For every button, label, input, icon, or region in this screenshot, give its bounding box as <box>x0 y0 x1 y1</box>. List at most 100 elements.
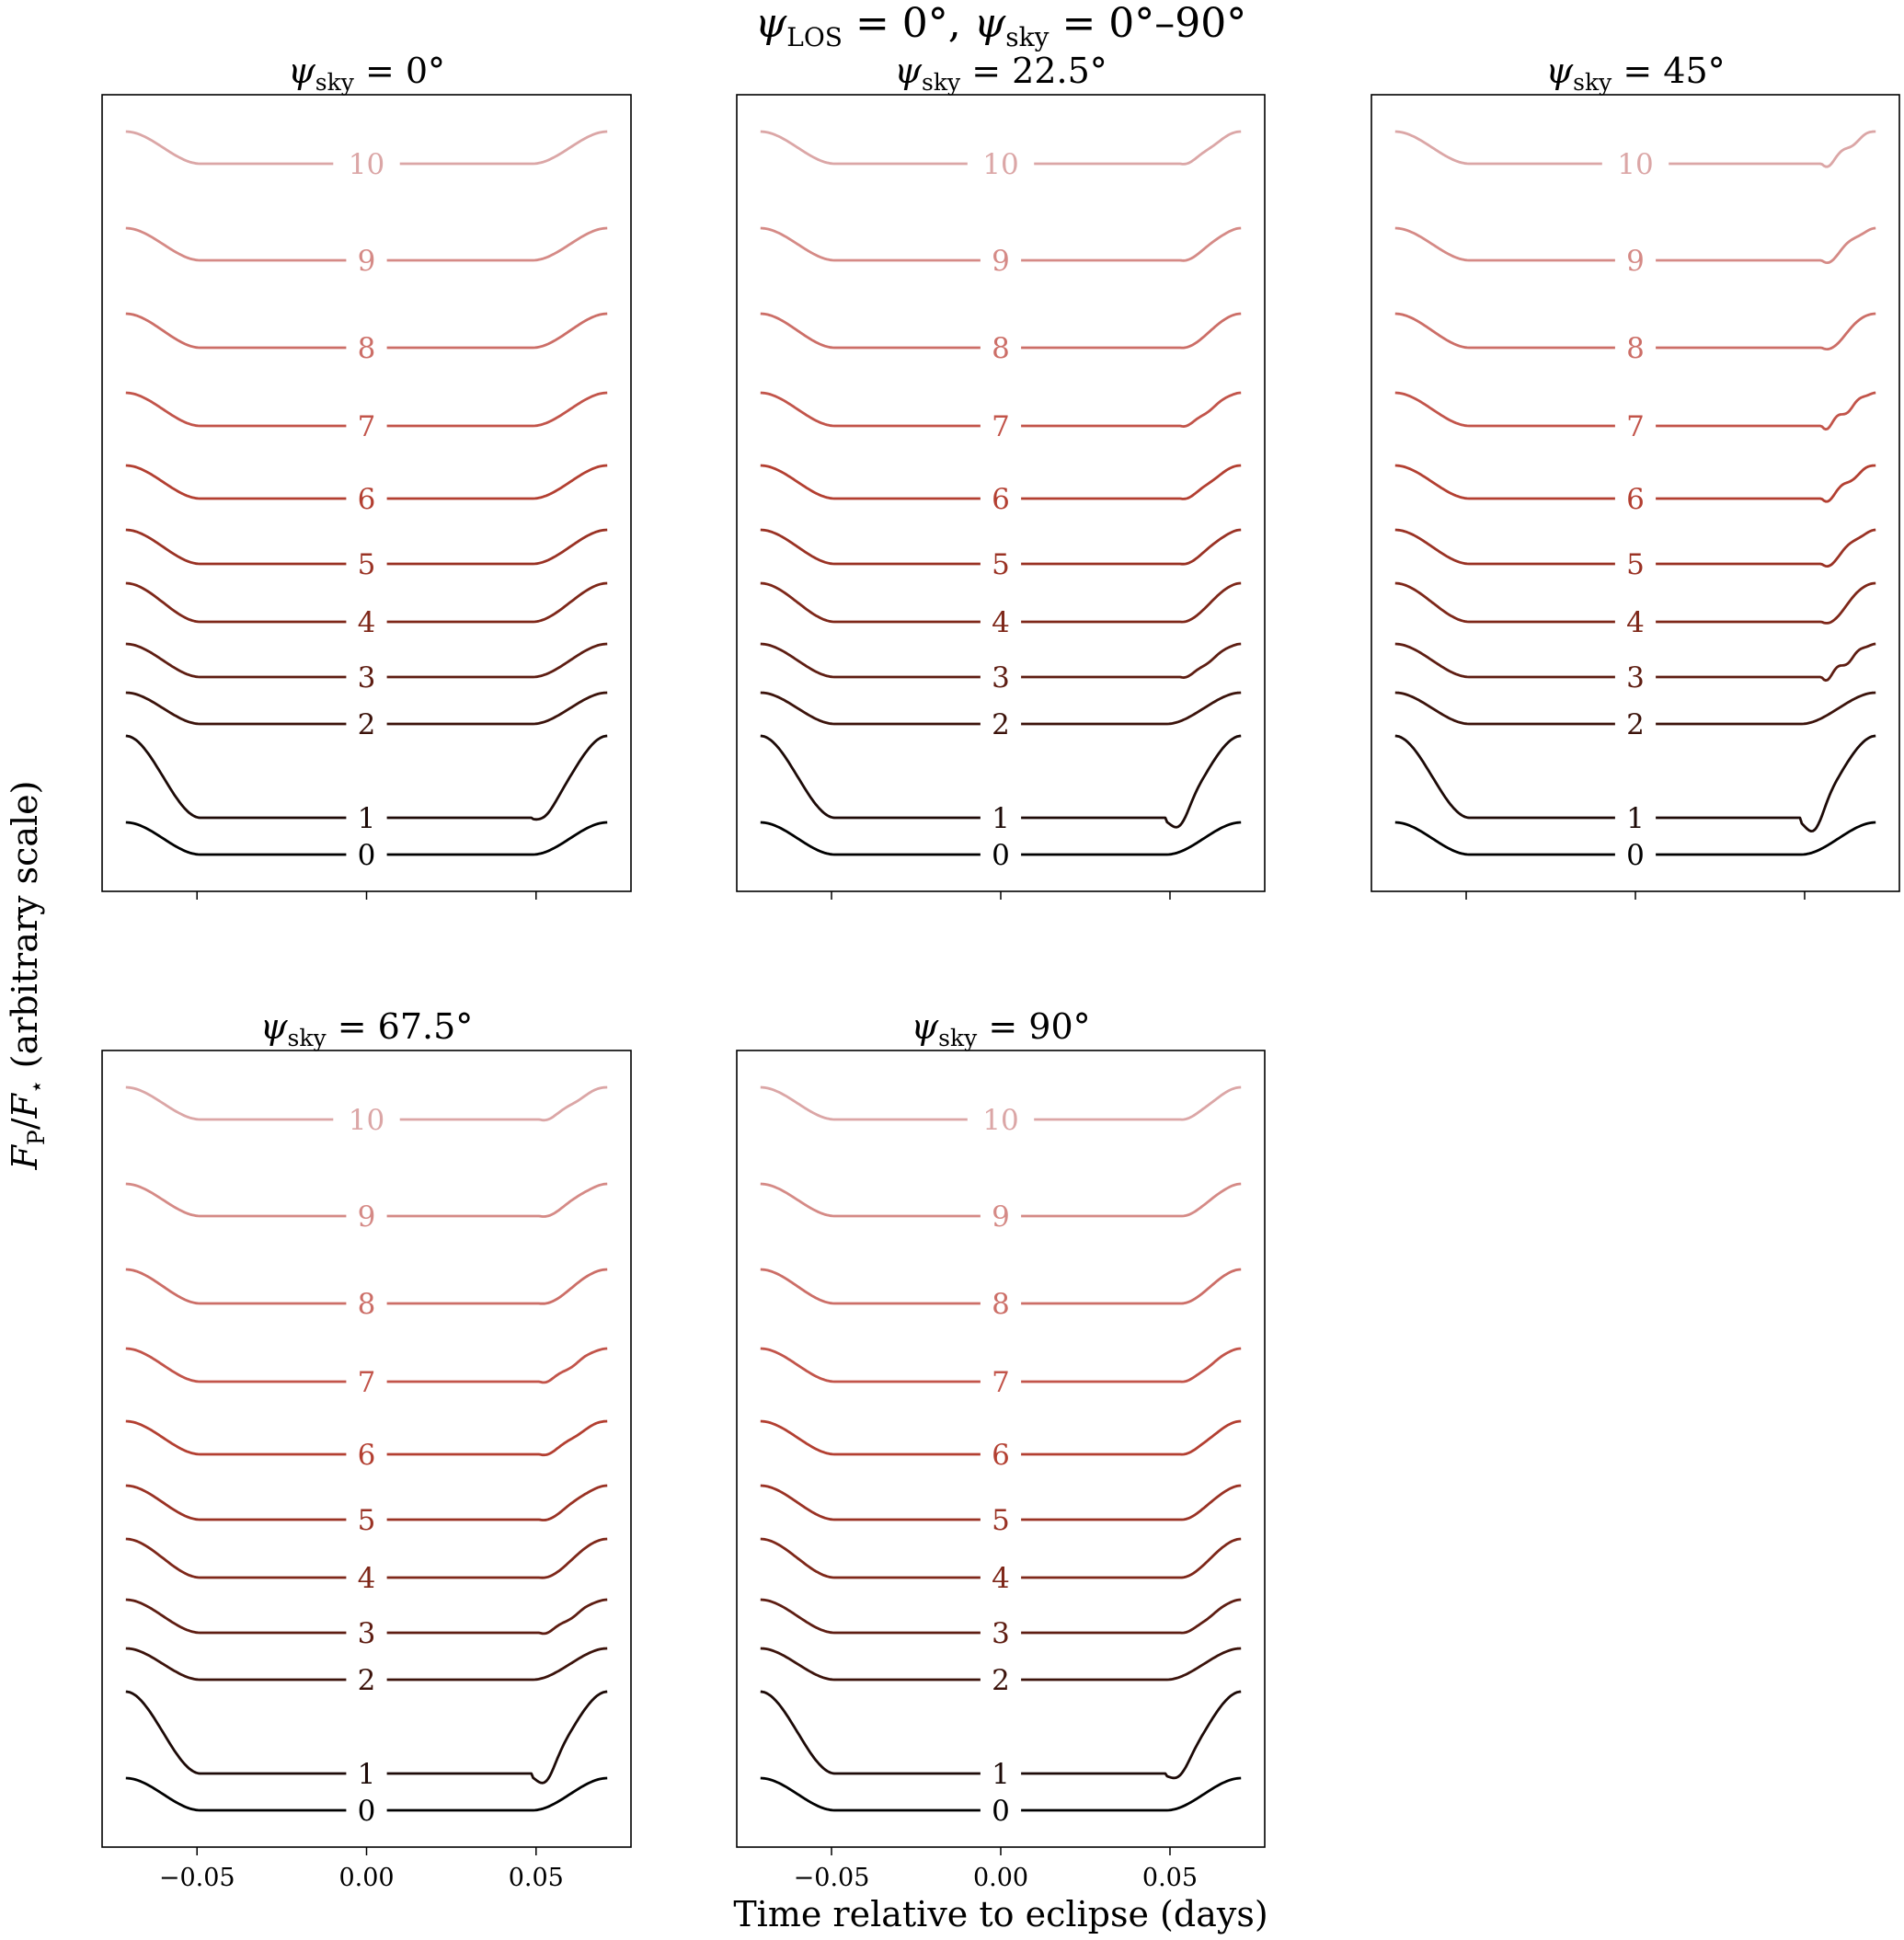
series-label-8: 8 <box>358 332 376 365</box>
series-line-9 <box>760 1182 981 1218</box>
series-line-6 <box>125 1419 347 1456</box>
series-line-10 <box>399 130 608 166</box>
series-line-3 <box>1021 642 1242 679</box>
series-line-3 <box>1394 642 1615 679</box>
series-line-9 <box>125 226 347 262</box>
series-line-4 <box>125 581 347 624</box>
series-line-3 <box>1656 642 1876 683</box>
series-line-6 <box>760 464 981 500</box>
series-line-7 <box>760 1347 981 1383</box>
series-label-0: 0 <box>992 839 1010 872</box>
series-line-9 <box>386 1182 608 1218</box>
series-label-2: 2 <box>358 708 376 741</box>
series-label-9: 9 <box>992 1200 1010 1234</box>
series-line-0 <box>1656 821 1876 856</box>
series-line-7 <box>125 391 347 428</box>
series-line-5 <box>760 528 981 566</box>
series-line-9 <box>760 226 981 262</box>
series-line-8 <box>125 1268 347 1305</box>
series-line-5 <box>1021 528 1242 566</box>
x-tick-label: −0.05 <box>159 1864 235 1892</box>
series-line-8 <box>1021 1268 1242 1305</box>
series-line-6 <box>125 464 347 500</box>
series-line-0 <box>386 1776 608 1812</box>
series-line-3 <box>760 1598 981 1635</box>
panel-2: ψsky = 45° 0 1 2 3 4 5 6 7 8 9 10 <box>1371 51 1900 900</box>
series-line-2 <box>125 691 347 726</box>
series-line-5 <box>1656 528 1876 568</box>
series-line-4 <box>1021 1537 1242 1579</box>
series-line-2 <box>386 1647 608 1682</box>
series-line-3 <box>125 642 347 679</box>
series-line-4 <box>125 1537 347 1579</box>
x-tick-label: −0.05 <box>794 1864 870 1892</box>
series-line-1 <box>1021 1690 1242 1780</box>
series-line-6 <box>1656 464 1876 503</box>
series-line-2 <box>1021 691 1242 726</box>
series-line-4 <box>1394 581 1615 624</box>
series-label-8: 8 <box>992 1288 1010 1321</box>
series-label-3: 3 <box>992 1617 1010 1650</box>
series-label-1: 1 <box>1626 802 1645 835</box>
series-label-10: 10 <box>982 148 1018 181</box>
series-label-1: 1 <box>992 802 1010 835</box>
series-line-7 <box>1021 1347 1242 1383</box>
x-tick-label: 0.05 <box>509 1864 564 1892</box>
series-label-9: 9 <box>992 245 1010 278</box>
series-line-2 <box>760 691 981 726</box>
series-line-8 <box>1656 312 1876 350</box>
series-label-4: 4 <box>358 606 376 639</box>
series-line-1 <box>760 1690 981 1775</box>
series-line-8 <box>386 312 608 350</box>
series-line-7 <box>760 391 981 428</box>
series-line-1 <box>386 734 608 821</box>
series-line-0 <box>1394 821 1615 856</box>
x-axis-label: Time relative to eclipse (days) <box>733 1894 1267 1934</box>
series-label-2: 2 <box>992 708 1010 741</box>
series-label-7: 7 <box>358 1366 376 1399</box>
series-line-3 <box>386 1598 608 1636</box>
series-line-3 <box>125 1598 347 1635</box>
panel-title: ψsky = 0° <box>288 51 445 96</box>
series-line-9 <box>1021 226 1242 262</box>
series-line-0 <box>760 821 981 856</box>
series-line-2 <box>125 1647 347 1682</box>
series-line-6 <box>386 464 608 500</box>
series-label-9: 9 <box>358 1200 376 1234</box>
series-label-4: 4 <box>1626 606 1645 639</box>
series-label-1: 1 <box>358 802 376 835</box>
series-label-10: 10 <box>349 1104 384 1137</box>
series-line-9 <box>1656 226 1876 264</box>
series-line-1 <box>125 734 347 820</box>
series-line-4 <box>1021 581 1242 624</box>
series-line-2 <box>1656 691 1876 726</box>
series-line-3 <box>386 642 608 679</box>
series-line-9 <box>386 226 608 262</box>
panel-0: ψsky = 0° 0 1 2 3 4 5 6 7 8 9 10 <box>101 51 632 900</box>
series-label-5: 5 <box>992 548 1010 581</box>
series-line-5 <box>760 1484 981 1521</box>
series-line-4 <box>1656 581 1876 625</box>
series-label-7: 7 <box>992 410 1010 443</box>
series-line-8 <box>1021 312 1242 350</box>
series-line-5 <box>1021 1484 1242 1521</box>
series-label-9: 9 <box>1626 245 1645 278</box>
series-label-0: 0 <box>358 1795 376 1828</box>
series-line-10 <box>760 1085 968 1121</box>
series-line-10 <box>760 130 968 166</box>
series-label-5: 5 <box>358 548 376 581</box>
series-line-1 <box>1394 734 1615 820</box>
x-tick-label: 0.00 <box>338 1864 394 1892</box>
panel-4: ψsky = 90° −0.05 0.00 0.05 0 1 2 3 4 5 6 7 8 9 10 <box>736 1006 1266 1892</box>
series-label-7: 7 <box>358 410 376 443</box>
series-label-6: 6 <box>1626 483 1645 516</box>
series-line-0 <box>386 821 608 856</box>
series-line-6 <box>1021 1419 1242 1456</box>
series-line-10 <box>1034 130 1242 166</box>
series-label-7: 7 <box>992 1366 1010 1399</box>
series-line-4 <box>760 581 981 624</box>
series-line-9 <box>1021 1182 1242 1218</box>
series-label-5: 5 <box>1626 548 1645 581</box>
series-line-5 <box>125 1484 347 1521</box>
series-label-3: 3 <box>358 661 376 694</box>
